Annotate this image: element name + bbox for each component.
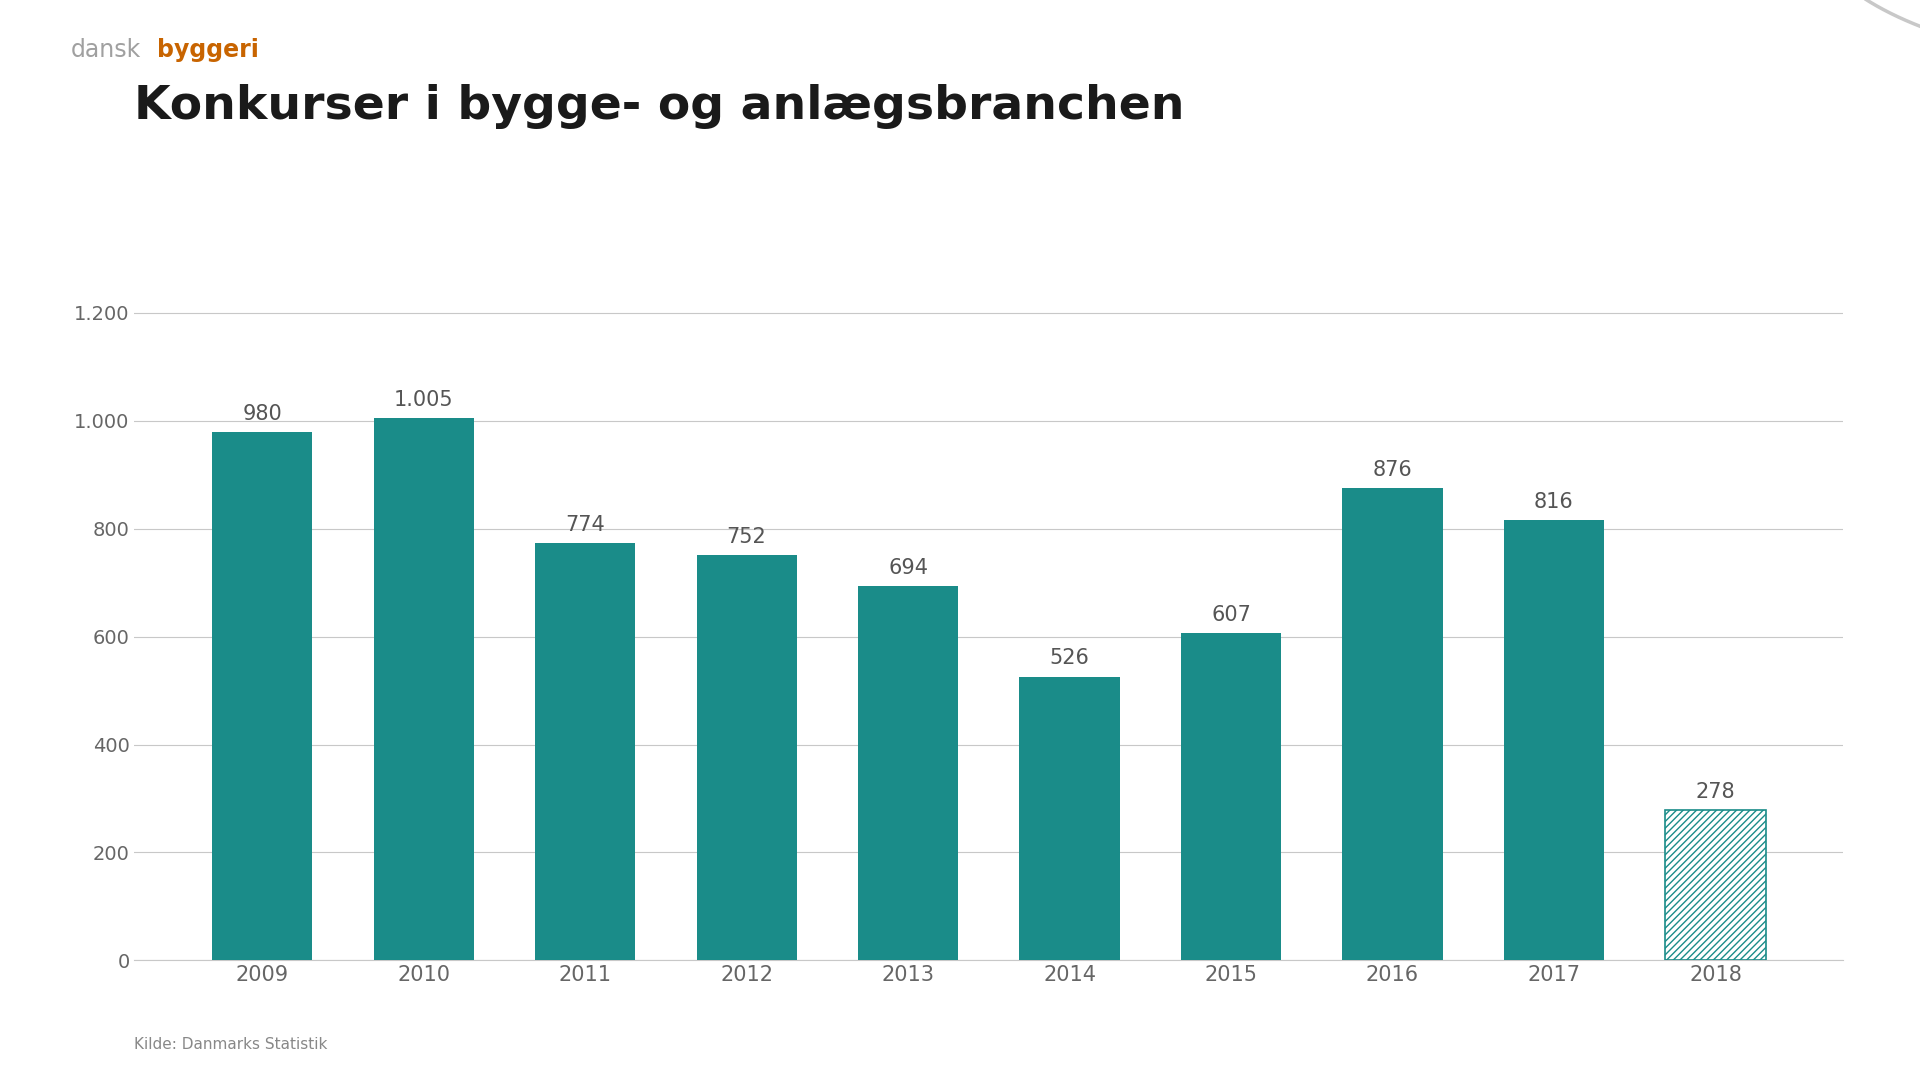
Bar [1665, 810, 1766, 960]
Bar [1342, 488, 1442, 960]
Text: 526: 526 [1050, 648, 1089, 668]
Text: 752: 752 [726, 527, 766, 546]
Text: 980: 980 [242, 404, 282, 423]
Text: 774: 774 [564, 515, 605, 534]
Bar [1503, 520, 1603, 960]
Text: 816: 816 [1534, 492, 1574, 513]
Text: byggeri: byggeri [157, 38, 259, 62]
Bar [1181, 632, 1281, 960]
Text: 876: 876 [1373, 460, 1413, 479]
Text: dansk: dansk [71, 38, 142, 62]
Bar [858, 586, 958, 960]
Text: Konkurser i bygge- og anlægsbranchen: Konkurser i bygge- og anlægsbranchen [134, 84, 1185, 129]
Bar [374, 418, 474, 960]
Bar [211, 432, 313, 960]
Bar [536, 543, 636, 960]
Text: 607: 607 [1212, 604, 1252, 625]
Text: 278: 278 [1695, 782, 1736, 803]
Text: 694: 694 [889, 558, 927, 578]
Text: 1.005: 1.005 [394, 390, 453, 410]
Text: Kilde: Danmarks Statistik: Kilde: Danmarks Statistik [134, 1037, 328, 1052]
Bar [697, 555, 797, 960]
Bar [1020, 677, 1119, 960]
